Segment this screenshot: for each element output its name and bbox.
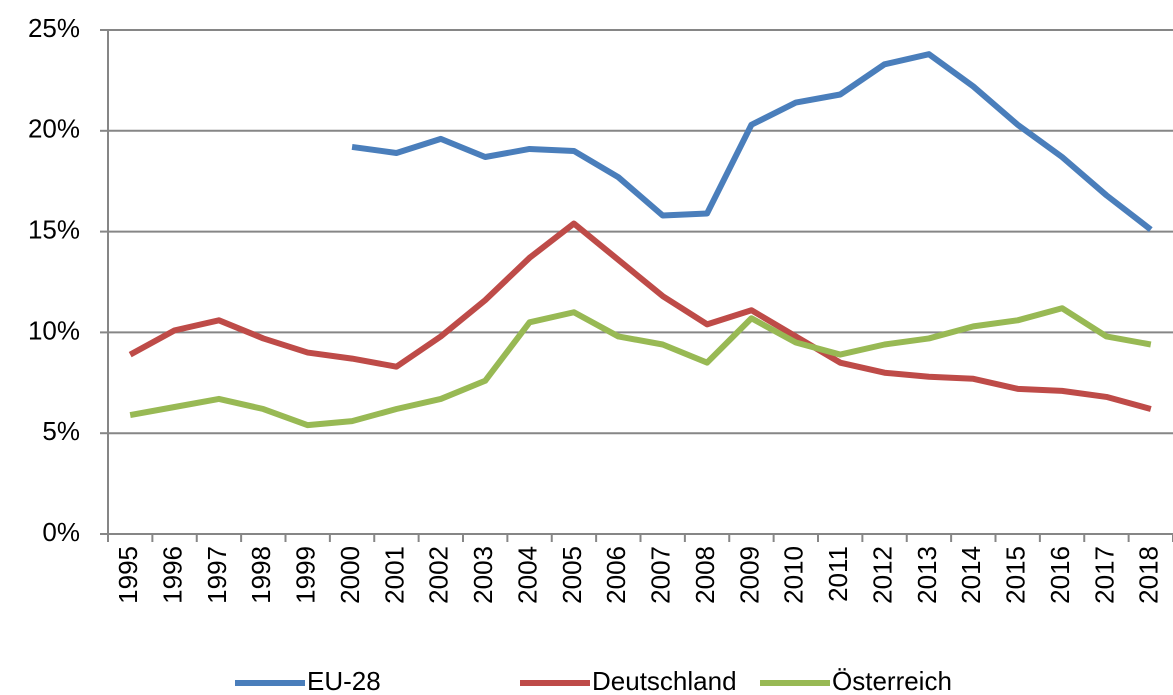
series-line — [351, 51, 1153, 232]
x-tick-label: 2017 — [1089, 546, 1119, 604]
y-tick-label: 20% — [28, 114, 80, 144]
x-tick-label: 2006 — [601, 546, 631, 604]
y-tick-label: 25% — [28, 13, 80, 43]
x-tick-label: 2004 — [512, 546, 542, 604]
legend-label: Deutschland — [592, 666, 737, 695]
x-tick-label: 2016 — [1045, 546, 1075, 604]
x-tick-label: 2007 — [646, 546, 676, 604]
x-tick-label: 1996 — [157, 546, 187, 604]
x-tick-label: 1999 — [291, 546, 321, 604]
legend-label: EU-28 — [307, 666, 381, 695]
x-tick-label: 2013 — [912, 546, 942, 604]
x-tick-label: 2018 — [1134, 546, 1164, 604]
x-tick-label: 2005 — [557, 546, 587, 604]
x-tick-label: 2001 — [379, 546, 409, 604]
y-tick-label: 0% — [42, 517, 80, 547]
y-tick-label: 5% — [42, 416, 80, 446]
x-tick-label: 2009 — [734, 546, 764, 604]
x-tick-label: 2011 — [823, 546, 853, 602]
x-tick-label: 2000 — [335, 546, 365, 604]
x-tick-label: 2008 — [690, 546, 720, 604]
x-tick-label: 1995 — [113, 546, 143, 604]
series-line — [129, 305, 1152, 429]
x-tick-label: 1998 — [246, 546, 276, 604]
x-tick-label: 2003 — [468, 546, 498, 604]
x-tick-label: 2002 — [424, 546, 454, 604]
y-tick-label: 15% — [28, 214, 80, 244]
legend-label: Österreich — [832, 666, 952, 695]
x-tick-label: 1997 — [202, 546, 232, 604]
x-tick-label: 2014 — [956, 546, 986, 604]
x-tick-label: 2012 — [867, 546, 897, 604]
series-line — [128, 220, 1152, 412]
y-tick-label: 10% — [28, 315, 80, 345]
x-tick-label: 2015 — [1001, 546, 1031, 604]
x-tick-label: 2010 — [779, 546, 809, 604]
